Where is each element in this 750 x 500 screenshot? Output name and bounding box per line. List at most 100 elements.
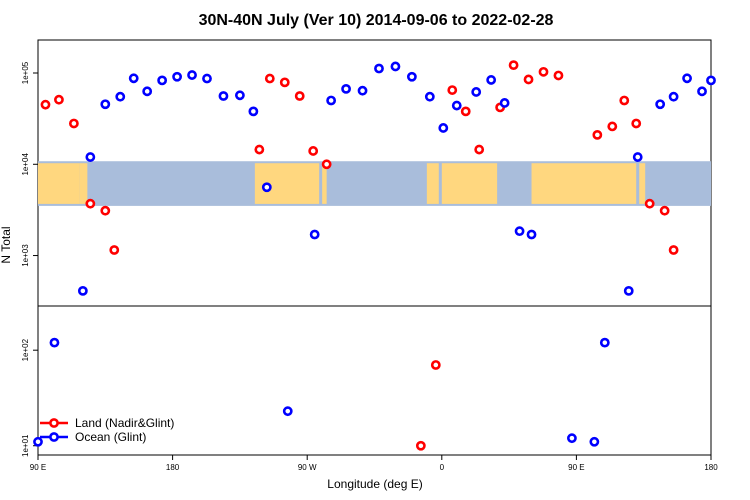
ocean-point xyxy=(514,226,525,237)
ocean-point xyxy=(655,99,666,110)
y-tick-label: 1e+04 xyxy=(21,152,30,175)
y-axis-label: N Total xyxy=(0,226,13,263)
legend-marker-land xyxy=(49,418,59,428)
ocean-point xyxy=(390,61,401,72)
ocean-point xyxy=(706,75,716,86)
land-block xyxy=(79,163,88,204)
ocean-point xyxy=(451,100,462,111)
land-point xyxy=(553,70,564,81)
ocean-point xyxy=(128,73,139,84)
land-block xyxy=(426,163,439,204)
ocean-point xyxy=(49,337,60,348)
ocean-point xyxy=(526,229,537,240)
ocean-point xyxy=(697,86,707,97)
land-block xyxy=(639,163,646,204)
land-point xyxy=(308,146,319,156)
ocean-point xyxy=(589,436,600,447)
land-point xyxy=(100,205,111,216)
x-tick-label: 90 E xyxy=(30,463,46,472)
land-point xyxy=(508,60,519,71)
ocean-point xyxy=(115,91,126,102)
ocean-point xyxy=(85,152,96,162)
land-block xyxy=(322,163,327,204)
ocean-point xyxy=(282,406,293,417)
land-point xyxy=(321,159,332,170)
land-point xyxy=(68,118,79,129)
ocean-point xyxy=(157,75,168,86)
y-axis-upper: 1e+03 1e+04 1e+05 xyxy=(21,61,38,267)
ocean-point xyxy=(668,91,679,102)
ocean-point xyxy=(471,87,482,97)
plot-panels xyxy=(37,39,712,456)
x-tick-label: 180 xyxy=(704,463,718,472)
land-point xyxy=(644,198,655,209)
ocean-point xyxy=(187,70,197,80)
ocean-point xyxy=(623,285,634,296)
land-block xyxy=(441,163,498,204)
ocean-point xyxy=(438,123,449,133)
ocean-point xyxy=(33,436,43,447)
legend-label-land: Land (Nadir&Glint) xyxy=(75,416,174,430)
y-tick-label: 1e+05 xyxy=(21,61,30,84)
land-point xyxy=(264,73,275,84)
ocean-point xyxy=(486,75,497,85)
land-point xyxy=(415,440,426,451)
land-point xyxy=(592,129,603,140)
land-point xyxy=(294,91,305,101)
ocean-point xyxy=(261,182,272,193)
land-point xyxy=(447,85,458,95)
ocean-point xyxy=(406,71,417,82)
ocean-point xyxy=(309,229,320,240)
land-point xyxy=(631,118,642,129)
ocean-point xyxy=(632,152,643,162)
ocean-point xyxy=(374,63,384,74)
land-point xyxy=(607,121,618,132)
ocean-point xyxy=(77,285,88,296)
land-point xyxy=(85,198,96,209)
ocean-point xyxy=(248,106,259,117)
land-point xyxy=(109,245,120,255)
ocean-point xyxy=(202,73,212,84)
ocean-point xyxy=(599,337,610,348)
chart-title: 30N-40N July (Ver 10) 2014-09-06 to 2022… xyxy=(199,12,554,29)
land-point xyxy=(54,94,64,105)
legend-marker-ocean xyxy=(49,432,59,442)
data-points xyxy=(33,60,716,451)
land-block xyxy=(38,163,80,204)
land-point xyxy=(619,95,630,106)
land-block xyxy=(531,163,637,204)
ocean-point xyxy=(499,98,510,108)
ocean-point xyxy=(567,433,577,444)
land-point xyxy=(460,106,471,117)
ocean-point xyxy=(100,99,111,110)
land-point xyxy=(659,205,670,216)
ocean-point xyxy=(234,90,245,101)
y-tick-label: 1e+01 xyxy=(21,434,30,457)
land-point xyxy=(254,144,265,155)
y-tick-label: 1e+02 xyxy=(21,338,30,361)
land-point xyxy=(538,66,549,77)
ocean-point xyxy=(142,86,153,97)
x-tick-label: 0 xyxy=(440,463,445,472)
x-axis: 90 E 180 90 W 0 90 E 180 xyxy=(30,455,718,472)
ocean-point xyxy=(682,73,692,84)
ocean-point xyxy=(172,71,182,82)
y-tick-label: 1e+03 xyxy=(21,244,30,267)
ocean-point xyxy=(218,91,229,101)
x-tick-label: 90 W xyxy=(298,463,317,472)
land-point xyxy=(668,245,679,255)
legend-label-ocean: Ocean (Glint) xyxy=(75,430,146,444)
x-axis-label: Longitude (deg E) xyxy=(327,477,422,491)
legend: Land (Nadir&Glint)Ocean (Glint) xyxy=(40,416,174,444)
x-tick-label: 180 xyxy=(166,463,180,472)
land-point xyxy=(40,99,51,110)
ocean-point xyxy=(326,95,337,106)
land-point xyxy=(474,144,485,155)
land-point xyxy=(430,360,441,370)
ocean-point xyxy=(357,85,368,96)
ocean-point xyxy=(341,83,351,94)
ocean-point xyxy=(424,91,435,102)
x-tick-label: 90 E xyxy=(568,463,584,472)
land-point xyxy=(523,74,534,85)
